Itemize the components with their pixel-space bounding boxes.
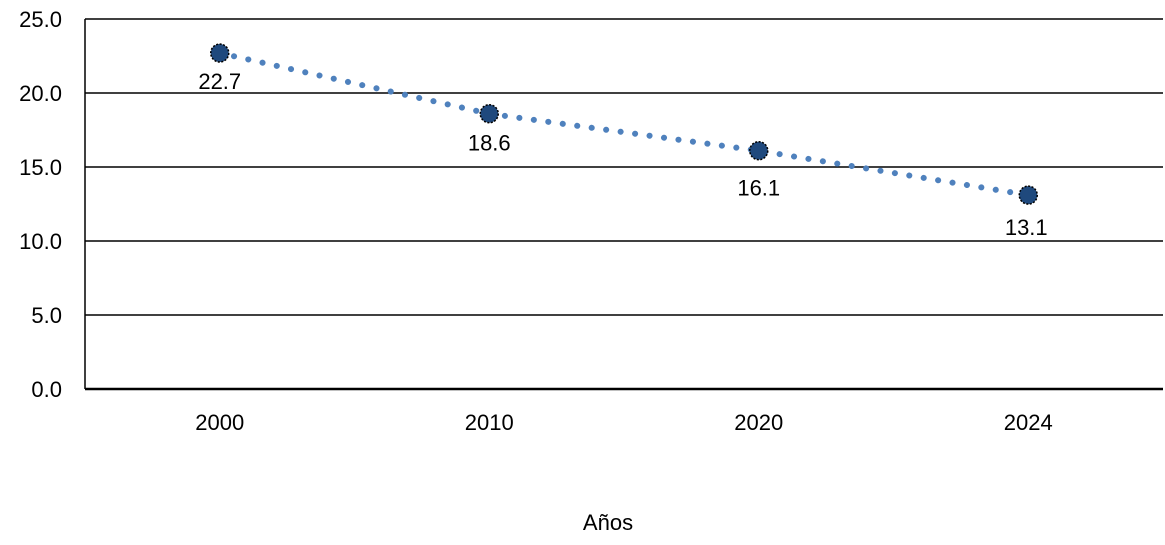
data-point: [1018, 185, 1038, 205]
series: [210, 43, 1038, 205]
series-line: [216, 50, 1032, 199]
data-label: 18.6: [468, 131, 511, 156]
data-label: 22.7: [198, 69, 241, 94]
x-tick-label: 2020: [734, 410, 783, 435]
x-tick-labels: 2000 2010 2020 2024: [195, 410, 1052, 435]
data-point: [749, 140, 769, 161]
y-tick-label: 25.0: [19, 7, 62, 32]
axes: [84, 19, 1163, 391]
gridlines: [85, 18, 1163, 316]
y-tick-label: 15.0: [19, 155, 62, 180]
y-tick-label: 10.0: [19, 229, 62, 254]
data-label: 13.1: [1005, 215, 1048, 240]
y-tick-label: 5.0: [31, 303, 62, 328]
y-tick-label: 0.0: [31, 377, 62, 402]
data-point: [479, 103, 499, 124]
x-tick-label: 2024: [1004, 410, 1053, 435]
data-labels: 22.7 18.6 16.1 13.1: [198, 69, 1047, 240]
data-label: 16.1: [737, 176, 780, 201]
y-tick-labels: 0.0 5.0 10.0 15.0 20.0 25.0: [19, 7, 62, 402]
x-tick-label: 2010: [465, 410, 514, 435]
x-tick-label: 2000: [195, 410, 244, 435]
y-tick-label: 20.0: [19, 81, 62, 106]
data-point: [210, 43, 230, 63]
x-axis-title: Años: [583, 510, 633, 535]
